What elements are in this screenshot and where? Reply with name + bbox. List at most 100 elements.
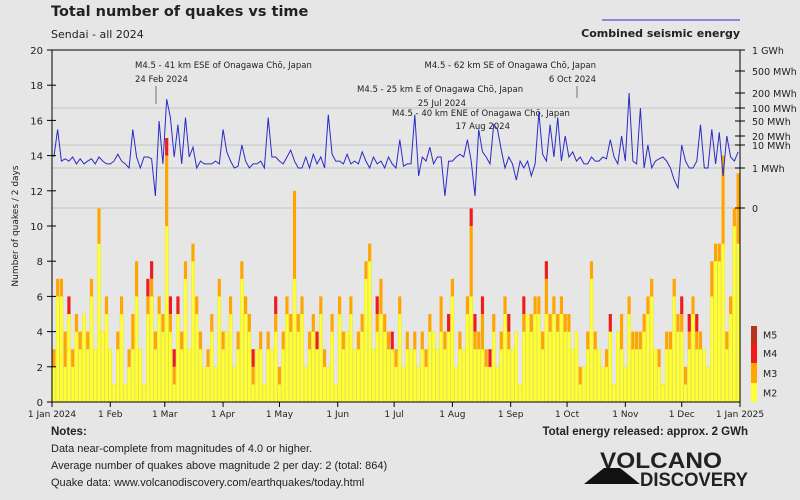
energy-line: [53, 92, 739, 197]
bar-m3: [330, 314, 334, 332]
bar-m2: [179, 349, 184, 403]
bar-m4: [695, 314, 699, 332]
bar-m2: [146, 313, 150, 403]
note-source[interactable]: Quake data: www.volcanodiscovery.com/ear…: [51, 477, 365, 489]
bar-m2: [458, 349, 462, 403]
bar-m2: [567, 331, 571, 403]
x-tick-label: 1 Nov: [612, 410, 639, 420]
bar-m2: [476, 349, 481, 403]
bar-m4: [165, 138, 169, 156]
bar-m3: [646, 296, 650, 314]
bar-m2: [112, 384, 116, 403]
bar-m3: [477, 331, 481, 350]
bar-m2: [499, 349, 503, 403]
bar-m2: [710, 296, 714, 403]
bar-m4: [176, 296, 180, 314]
bar-m3: [71, 349, 75, 367]
bar-m3: [424, 349, 428, 367]
bar-m2: [405, 349, 410, 403]
bar-m3: [206, 349, 210, 367]
bar-m3: [217, 278, 221, 297]
note-average: Average number of quakes above magnitude…: [51, 460, 388, 472]
bar-m2: [311, 331, 316, 403]
bar-m3: [665, 331, 669, 350]
bar-m2: [525, 313, 530, 403]
bar-m2: [409, 349, 413, 403]
bar-m3: [729, 296, 733, 314]
bar-m2: [217, 296, 222, 403]
bar-m3: [473, 331, 477, 350]
bar-m2: [262, 384, 267, 403]
notes: Notes: Data near-complete from magnitude…: [51, 424, 387, 492]
bar-m2: [240, 278, 244, 403]
bar-m2: [510, 349, 515, 403]
volcanodiscovery-logo[interactable]: VOLCANO DISCOVERY: [582, 448, 754, 492]
bar-m4: [608, 314, 612, 332]
bar-m3: [567, 314, 571, 332]
bar-m3: [89, 278, 94, 297]
bar-m2: [183, 278, 188, 403]
bar-m2: [300, 313, 304, 403]
bar-m4: [522, 296, 526, 314]
bar-m2: [101, 331, 105, 403]
bar-m2: [717, 261, 722, 403]
bar-m2: [187, 349, 191, 403]
bar-m2: [198, 349, 203, 403]
bar-m2: [74, 331, 79, 403]
bar-m2: [619, 349, 624, 403]
bar-m2: [518, 384, 522, 403]
bar-m2: [638, 349, 643, 403]
bar-m3: [97, 208, 101, 244]
bar-m3: [307, 331, 312, 350]
annotation-label: M4.5 - 41 km ESE of Onagawa Chō, Japan: [135, 61, 312, 71]
annotation-label: M4.5 - 25 km E of Onagawa Chō, Japan: [357, 85, 523, 95]
y-tick-label: 8: [37, 257, 43, 268]
bar-m3: [559, 296, 564, 314]
energy-tick-label: 50 MWh: [752, 117, 791, 128]
bar-m2: [176, 313, 180, 403]
bar-m2: [390, 349, 394, 403]
bar-m2: [285, 313, 289, 403]
bar-m2: [484, 366, 488, 403]
bar-m2: [450, 296, 455, 403]
bar-m3: [428, 314, 432, 332]
bar-m3: [319, 296, 323, 314]
volcano-icon: [584, 468, 640, 484]
bar-m2: [304, 366, 308, 403]
bar-m2: [495, 366, 500, 403]
bar-m2: [138, 349, 143, 403]
bar-m4: [473, 314, 477, 332]
bar-m3: [529, 314, 533, 332]
bar-m2: [59, 296, 64, 403]
bar-m3: [484, 349, 488, 367]
bar-m2: [443, 349, 447, 403]
bar-m3: [165, 155, 169, 226]
annotation-date: 25 Jul 2024: [418, 99, 466, 109]
bar-m2: [559, 313, 564, 403]
bar-m2: [529, 331, 534, 403]
y-tick-label: 18: [30, 81, 43, 92]
bar-m2: [206, 366, 210, 403]
bar-m2: [319, 313, 323, 403]
bar-m2: [732, 225, 737, 403]
bar-m2: [503, 313, 507, 403]
bar-m2: [228, 313, 233, 403]
bar-m2: [435, 349, 440, 403]
bar-m3: [522, 314, 526, 332]
bar-m3: [356, 331, 360, 350]
bar-m3: [383, 314, 387, 332]
bar-m2: [82, 313, 86, 403]
bar-m3: [78, 331, 82, 350]
bar-m3: [537, 296, 541, 314]
bar-m2: [142, 384, 146, 403]
bar-m2: [593, 349, 597, 403]
y-tick-label: 14: [30, 152, 43, 163]
bar-m3: [507, 331, 511, 350]
bar-m2: [634, 349, 639, 403]
bar-m3: [360, 314, 364, 332]
bar-m3: [198, 331, 203, 350]
bar-m3: [492, 314, 496, 332]
bar-m3: [593, 331, 597, 350]
annotation-date: 24 Feb 2024: [135, 75, 188, 85]
bar-m2: [469, 296, 473, 403]
